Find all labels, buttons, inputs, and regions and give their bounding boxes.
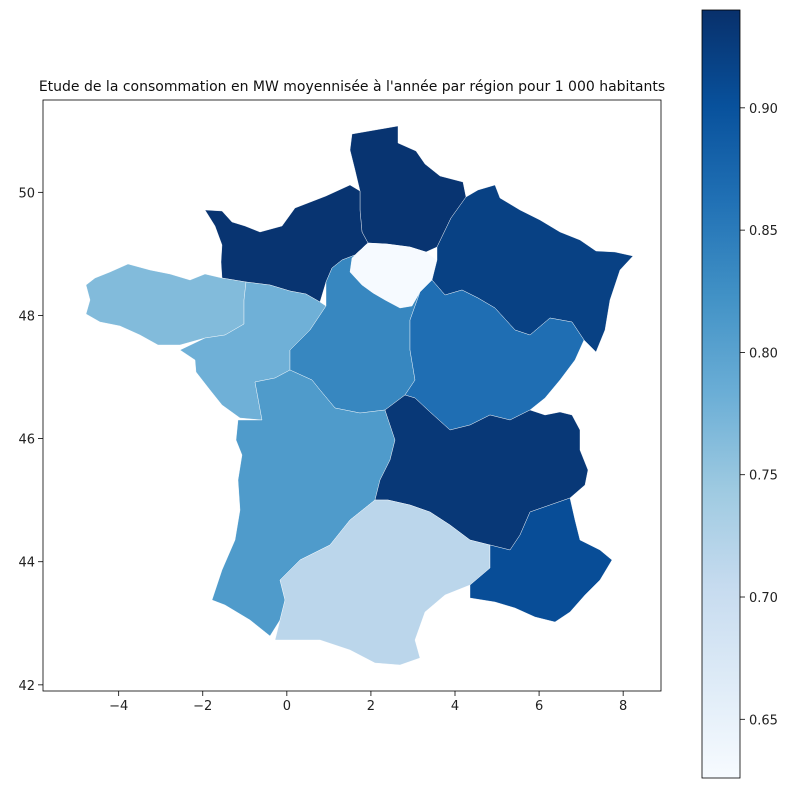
x-tick-label: 0 (283, 699, 291, 714)
colorbar-gradient (701, 9, 741, 779)
chart-title: Etude de la consommation en MW moyennisé… (39, 79, 665, 95)
x-tick-label: −2 (193, 699, 212, 714)
x-axis: −4 −2 0 2 4 6 8 (109, 691, 627, 714)
x-tick-label: 8 (619, 699, 627, 714)
x-tick-label: 6 (535, 699, 543, 714)
y-tick-label: 44 (18, 556, 35, 571)
colorbar: 0.65 0.70 0.75 0.80 0.85 0.90 (701, 9, 778, 779)
colorbar-tick-label: 0.90 (749, 102, 778, 117)
region-provence-alpes-cote-d-azur (469, 497, 613, 623)
map-area (42, 99, 662, 692)
region-occitanie (274, 499, 491, 666)
colorbar-tick-label: 0.85 (749, 224, 778, 239)
y-tick-label: 50 (18, 186, 35, 201)
colorbar-ticks: 0.65 0.70 0.75 0.80 0.85 0.90 (740, 102, 778, 728)
colorbar-tick-label: 0.75 (749, 469, 778, 484)
x-tick-label: 4 (451, 699, 459, 714)
y-axis: 42 44 46 48 50 (18, 186, 43, 694)
colorbar-tick-label: 0.70 (749, 591, 778, 606)
y-tick-label: 46 (18, 433, 35, 448)
y-tick-label: 48 (18, 309, 35, 324)
colorbar-tick-label: 0.65 (749, 713, 778, 728)
colorbar-tick-label: 0.80 (749, 346, 778, 361)
x-tick-label: −4 (109, 699, 128, 714)
x-tick-label: 2 (367, 699, 375, 714)
y-tick-label: 42 (18, 679, 35, 694)
